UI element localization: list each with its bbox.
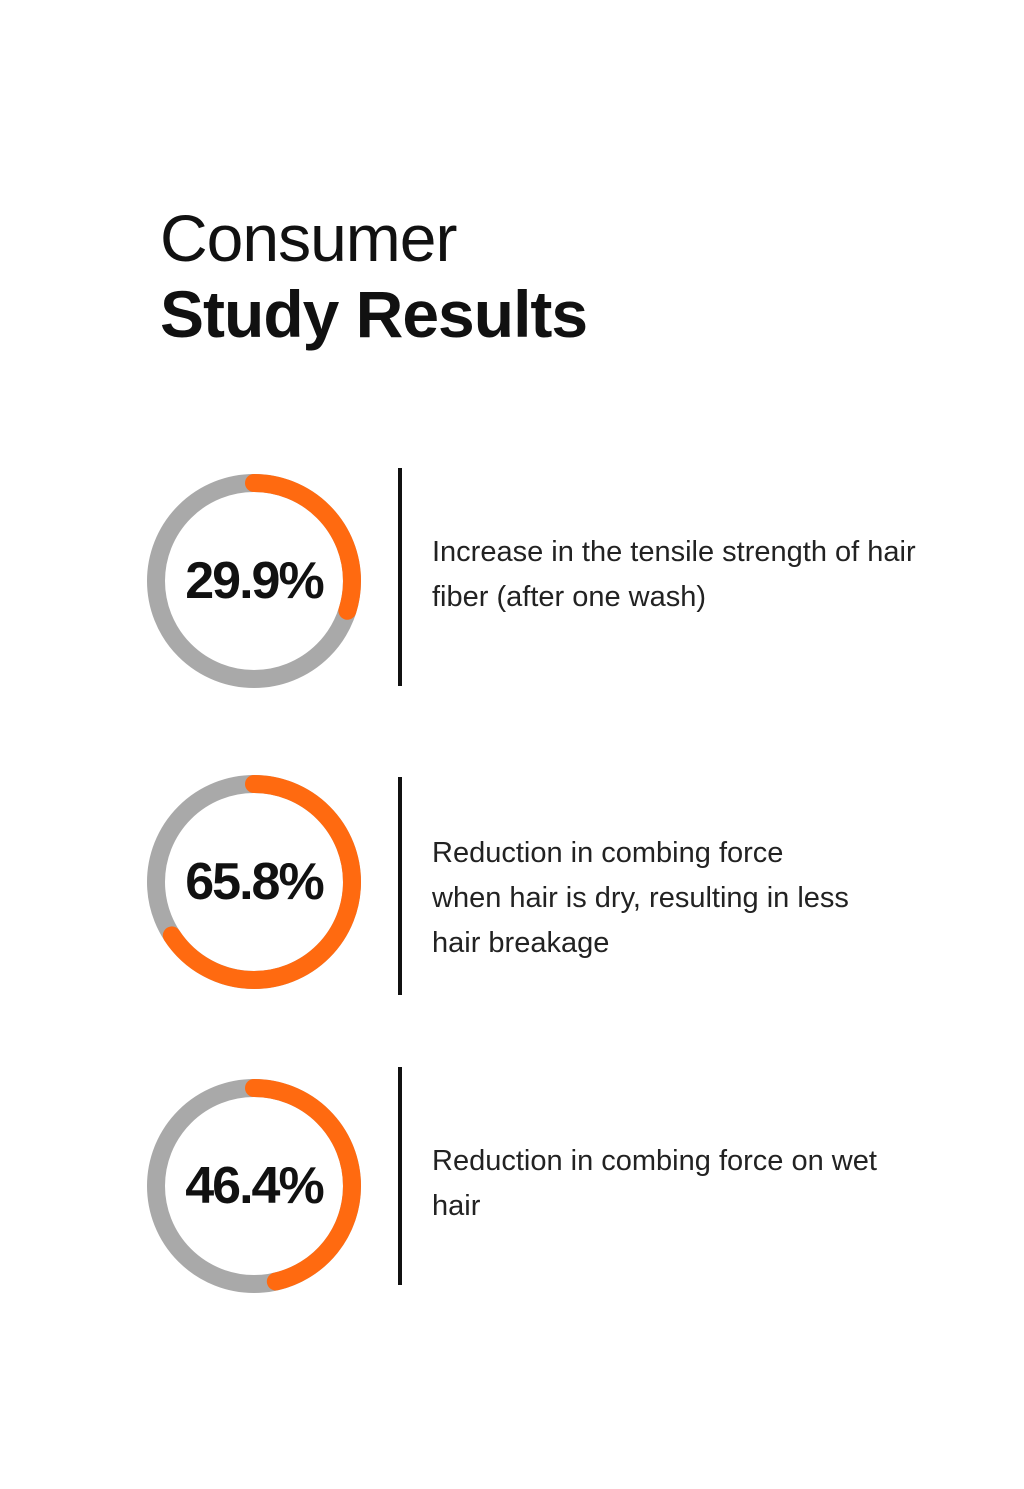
page-heading: Consumer Study Results: [160, 200, 860, 352]
stat-description: Increase in the tensile strength of hair…: [432, 536, 916, 613]
stat-value: 65.8%: [185, 853, 324, 911]
vertical-divider: [398, 777, 402, 995]
stat-description: Reduction in combing force on wet hair: [432, 1145, 877, 1222]
vertical-divider: [398, 1067, 402, 1285]
stat-row-wet-combing-force: 46.4% Reduction in combing force on wet …: [0, 1067, 1024, 1293]
stat-value: 46.4%: [185, 1157, 324, 1215]
progress-ring: 46.4%: [143, 1075, 365, 1297]
progress-ring-fill: [147, 775, 361, 989]
vertical-divider: [398, 468, 402, 686]
progress-ring: 29.9%: [143, 470, 365, 692]
heading-line-consumer: Consumer: [160, 201, 457, 275]
progress-ring: 65.8%: [143, 771, 365, 993]
progress-ring-graphic: [147, 775, 361, 989]
progress-ring-fill: [147, 474, 361, 688]
stat-value: 29.9%: [185, 552, 324, 610]
progress-ring-graphic: [147, 1079, 361, 1293]
stat-description: Reduction in combing force when hair is …: [432, 837, 849, 959]
stat-row-tensile-strength: 29.9% Increase in the tensile strength o…: [0, 468, 1024, 692]
progress-ring-fill: [147, 1079, 361, 1293]
heading-line-study-results: Study Results: [160, 277, 588, 351]
progress-ring-graphic: [147, 474, 361, 688]
stat-row-dry-combing-force: 65.8% Reduction in combing force when ha…: [0, 771, 1024, 995]
